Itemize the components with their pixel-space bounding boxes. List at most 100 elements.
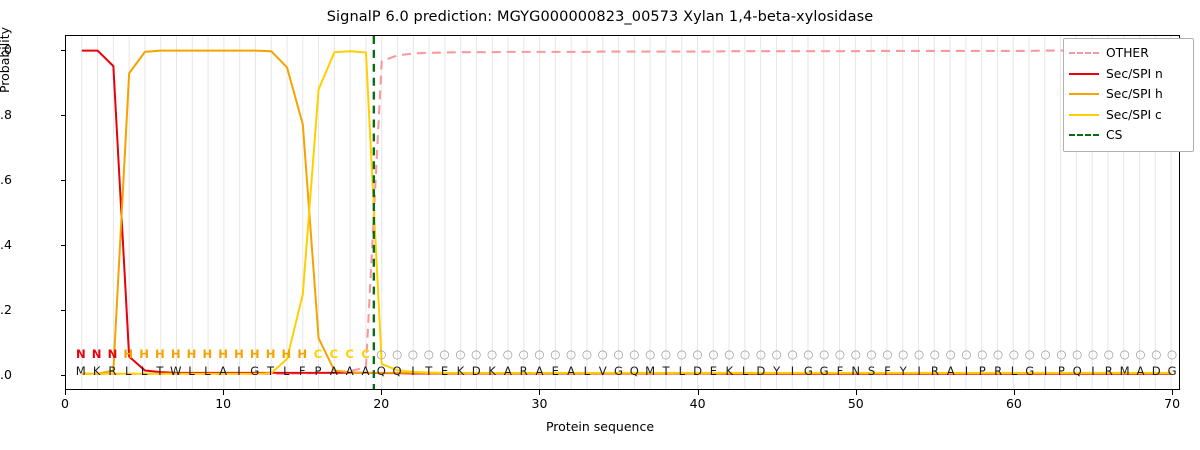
residue-letter: F [298,364,306,378]
residue-letter: T [267,364,275,378]
legend-swatch-icon [1069,72,1099,75]
residue-letter: I [790,364,795,378]
legend-item-sec-spi-n[interactable]: Sec/SPI n [1069,64,1188,85]
x-axis-tick: 40 [689,396,706,411]
residue-letter: K [488,364,496,378]
region-annotation-o: ○ [660,347,672,361]
region-annotation-h: H [155,347,165,361]
legend-label: CS [1106,128,1123,143]
legend-swatch-icon [1069,93,1099,96]
residue-letter: K [92,364,101,378]
series-line-sec-spi-n [81,49,1172,375]
region-annotation-o: ○ [882,347,893,361]
residue-letter: E [551,364,559,378]
region-annotation-o: ○ [787,347,798,361]
region-annotation-o: ○ [1151,347,1162,361]
residue-letter: Q [376,364,386,378]
region-annotation-h: H [170,347,181,361]
region-annotation-o: ○ [834,347,846,361]
y-axis-tick-mark [60,114,65,116]
region-annotation-h: H [123,347,134,361]
y-axis-tick: 0.4 [0,237,12,253]
legend-item-sec-spi-h[interactable]: Sec/SPI h [1069,84,1188,105]
region-annotation-o: ○ [392,347,403,361]
region-annotation-o: ○ [850,347,861,361]
residue-letter: I [964,364,969,378]
region-annotation-o: ○ [645,347,656,361]
x-axis-tick-mark [65,390,66,395]
residue-letter: L [1010,364,1018,378]
residue-letter: A [503,364,512,378]
region-annotation-o: ○ [1024,347,1035,361]
residue-letter: A [361,364,370,378]
residue-letter: K [456,364,465,378]
x-axis-tick-mark [1172,390,1174,395]
x-axis-tick: 20 [373,396,390,411]
region-annotation-o: ○ [961,347,972,361]
region-annotation-o: ○ [455,347,466,361]
residue-letter: D [471,364,481,378]
plot-area [65,35,1180,390]
residue-letter: M [645,364,656,378]
region-annotation-o: ○ [1040,347,1051,361]
residue-letter: I [1043,364,1048,378]
region-annotation-h: H [186,347,197,361]
residue-letter: N [851,364,861,378]
region-annotation-o: ○ [771,347,782,361]
residue-letter: L [125,364,132,378]
residue-letter: G [614,364,624,378]
legend-swatch-icon [1069,52,1099,55]
x-axis-tick-mark [1013,390,1015,395]
region-annotation-o: ○ [692,347,703,361]
residue-letter: M [1119,364,1130,378]
y-axis-tick-mark [60,310,65,312]
region-annotation-n: N [107,347,118,361]
x-axis-tick: 60 [1005,396,1022,411]
residue-letter: A [329,364,338,378]
region-annotation-h: H [234,347,244,361]
region-annotation-c: C [361,347,370,361]
legend-swatch-icon [1069,113,1099,116]
residue-letter: E [440,364,449,378]
residue-letter: G [1167,364,1177,378]
residue-letter: K [725,364,734,378]
legend-label: Sec/SPI c [1106,107,1162,122]
series-line-sec-spi-h [81,49,1172,375]
region-annotation-h: H [265,347,276,361]
residue-letter: L [140,364,148,378]
region-annotation-o: ○ [629,347,640,361]
region-annotation-o: ○ [1008,347,1019,361]
region-annotation-o: ○ [581,347,592,361]
region-annotation-o: ○ [1087,347,1099,361]
residue-letter: T [425,364,433,378]
residue-letter: P [314,364,322,378]
residue-letter: A [946,364,955,378]
legend: OTHER Sec/SPI n Sec/SPI h Sec/SPI c CS [1063,38,1194,152]
region-annotation-h: H [281,347,292,361]
region-annotation-o: ○ [486,347,498,361]
legend-item-cs[interactable]: CS [1069,125,1188,146]
region-annotation-o: ○ [423,347,434,361]
y-axis-tick-mark [60,245,65,247]
y-axis-tick: 1.0 [0,41,12,57]
region-annotation-o: ○ [1072,347,1083,361]
y-axis-tick: 0.6 [0,171,12,187]
region-annotation-o: ○ [1119,347,1130,361]
residue-letter: M [75,364,86,378]
residue-letter: T [156,364,164,378]
region-annotation-o: ○ [898,347,909,361]
legend-item-sec-spi-c[interactable]: Sec/SPI c [1069,105,1188,126]
region-annotation-o: ○ [708,347,719,361]
y-axis-tick: 0.8 [0,106,12,122]
region-annotation-o: ○ [407,347,418,361]
residue-letter: G [803,364,813,378]
legend-item-other[interactable]: OTHER [1069,43,1188,64]
x-axis-label: Protein sequence [545,419,655,434]
protein-sequence-track: N M N K N R H L H L H T H W H L H L H A H I H G H T H L H F C P C A C A C A ○ Q… [65,347,1180,387]
y-axis-tick-mark [60,49,65,51]
region-annotation-o: ○ [1135,347,1146,361]
legend-label: Sec/SPI n [1106,66,1163,81]
x-axis-tick-mark [855,390,857,395]
residue-letter: Q [392,364,402,378]
residue-letter: A [535,364,544,378]
